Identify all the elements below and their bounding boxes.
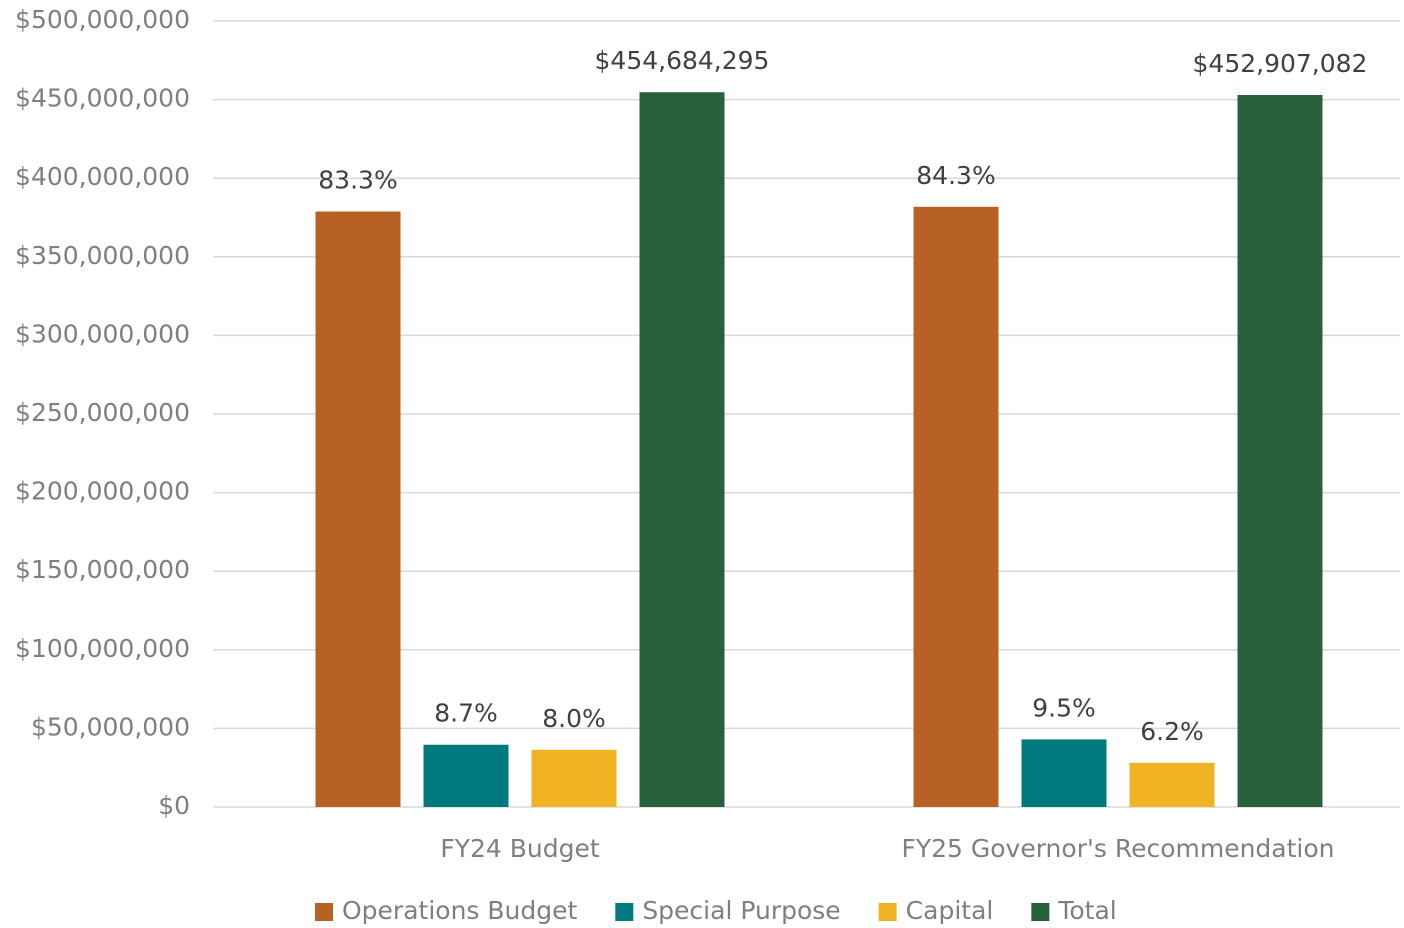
legend-label: Capital <box>906 896 994 925</box>
legend-label: Total <box>1057 896 1116 925</box>
data-label: 9.5% <box>1032 693 1096 722</box>
y-tick-label: $200,000,000 <box>15 477 190 506</box>
y-tick-label: $50,000,000 <box>31 712 190 741</box>
bar <box>913 206 999 807</box>
y-tick-label: $100,000,000 <box>15 634 190 663</box>
bar <box>1237 95 1323 807</box>
legend-label: Special Purpose <box>642 896 840 925</box>
legend-swatch <box>615 903 634 921</box>
y-tick-label: $0 <box>158 791 190 820</box>
bar <box>315 211 401 808</box>
data-label: 84.3% <box>916 161 995 190</box>
y-tick-label: $450,000,000 <box>15 84 190 113</box>
data-label: 83.3% <box>318 166 397 195</box>
bar <box>1021 739 1107 807</box>
legend-swatch <box>1031 903 1050 921</box>
y-tick-label: $350,000,000 <box>15 241 190 270</box>
legend-swatch <box>878 903 897 921</box>
bar <box>1129 762 1215 807</box>
data-label: $454,684,295 <box>595 46 770 75</box>
bar <box>639 92 725 808</box>
y-tick-label: $150,000,000 <box>15 555 190 584</box>
x-tick-label: FY25 Governor's Recommendation <box>901 834 1334 863</box>
bar <box>531 749 617 807</box>
x-tick-label: FY24 Budget <box>440 834 600 863</box>
y-tick-label: $300,000,000 <box>15 319 190 348</box>
data-label: $452,907,082 <box>1193 49 1368 78</box>
y-tick-label: $500,000,000 <box>15 5 190 34</box>
data-label: 6.2% <box>1140 717 1204 746</box>
y-tick-label: $400,000,000 <box>15 162 190 191</box>
legend-swatch <box>315 903 333 921</box>
data-label: 8.0% <box>542 704 606 733</box>
y-tick-label: $250,000,000 <box>15 398 190 427</box>
data-label: 8.7% <box>434 699 498 728</box>
legend-label: Operations Budget <box>342 896 578 925</box>
bar <box>423 744 509 807</box>
